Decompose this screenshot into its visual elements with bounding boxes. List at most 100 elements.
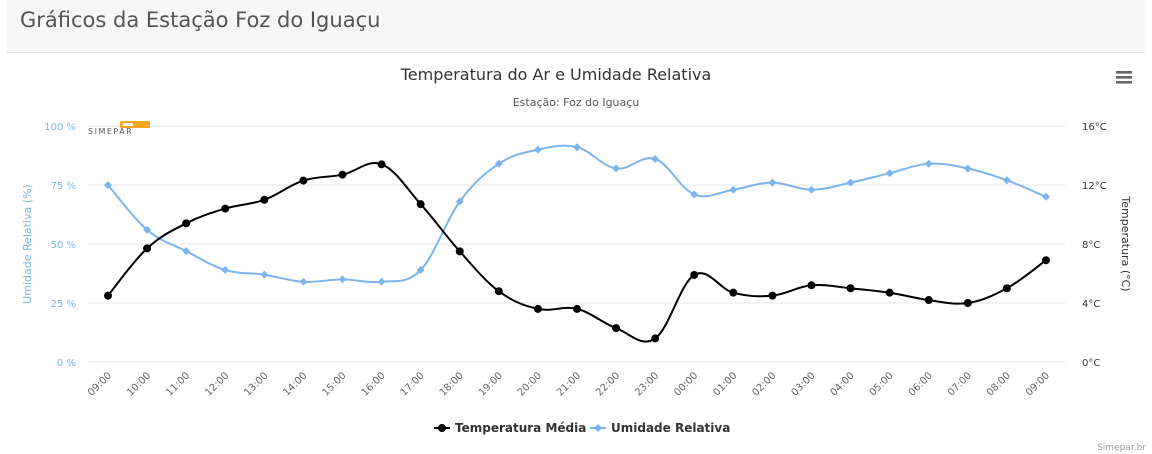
data-point[interactable] xyxy=(143,244,152,253)
page-header: Gráficos da Estação Foz do Iguaçu xyxy=(6,0,1145,53)
series-layer xyxy=(104,143,1050,343)
chart-svg: Temperatura do Ar e Umidade Relativa Est… xyxy=(21,65,1146,453)
chart-menu-button[interactable] xyxy=(1112,66,1136,88)
data-point[interactable] xyxy=(612,324,621,333)
x-tick-label: 07:00 xyxy=(946,370,974,398)
data-point[interactable] xyxy=(338,275,347,284)
data-point[interactable] xyxy=(885,169,894,178)
grid-layer xyxy=(88,125,1065,363)
chart-legend: Temperatura Média Umidade Relativa xyxy=(434,421,730,435)
x-tick-label: 09:00 xyxy=(1024,370,1052,398)
data-point[interactable] xyxy=(1002,176,1011,185)
data-point[interactable] xyxy=(104,181,112,189)
data-point[interactable] xyxy=(768,291,777,300)
x-tick-label: 18:00 xyxy=(438,370,466,398)
data-point[interactable] xyxy=(533,145,542,154)
data-point[interactable] xyxy=(143,225,152,234)
x-tick-label: 21:00 xyxy=(555,370,583,398)
data-point[interactable] xyxy=(1042,256,1050,265)
data-point[interactable] xyxy=(260,270,269,279)
data-point[interactable] xyxy=(573,304,581,313)
data-point[interactable] xyxy=(651,334,660,343)
series-line[interactable] xyxy=(107,144,1047,284)
data-point[interactable] xyxy=(377,160,386,169)
x-tick-label: 05:00 xyxy=(868,370,896,398)
data-point[interactable] xyxy=(299,277,308,286)
data-point[interactable] xyxy=(455,197,464,206)
x-tick-label: 15:00 xyxy=(320,370,348,398)
x-tick-label: 04:00 xyxy=(829,370,857,398)
logo-text: SIMEPAR xyxy=(88,127,133,136)
data-point[interactable] xyxy=(963,299,972,307)
x-tick-label: 14:00 xyxy=(281,370,309,398)
simepar-logo: SIMEPAR xyxy=(88,121,150,136)
x-tick-label: 02:00 xyxy=(750,370,778,398)
data-point[interactable] xyxy=(182,219,191,228)
data-point[interactable] xyxy=(1042,192,1050,201)
data-point[interactable] xyxy=(924,159,933,168)
data-point[interactable] xyxy=(494,287,503,296)
x-tick-label: 08:00 xyxy=(985,370,1013,398)
data-point[interactable] xyxy=(768,178,777,187)
data-point[interactable] xyxy=(182,247,191,256)
data-point[interactable] xyxy=(533,304,542,313)
chart-title: Temperatura do Ar e Umidade Relativa xyxy=(400,65,712,84)
data-point[interactable] xyxy=(299,176,308,185)
legend-label: Umidade Relativa xyxy=(611,421,730,435)
data-point[interactable] xyxy=(377,277,386,286)
chart-subtitle: Estação: Foz do Iguaçu xyxy=(513,96,640,109)
x-tick-label: 16:00 xyxy=(360,370,388,398)
y-right-tick-label: 16°C xyxy=(1082,122,1107,133)
data-point[interactable] xyxy=(651,155,660,164)
chart-credits[interactable]: Simepar.br xyxy=(1097,443,1146,453)
series-line[interactable] xyxy=(107,162,1047,343)
y-left-tick-label: 0 % xyxy=(57,358,76,369)
data-point[interactable] xyxy=(690,190,699,199)
data-point[interactable] xyxy=(846,284,855,293)
data-point[interactable] xyxy=(494,159,503,168)
data-point[interactable] xyxy=(104,291,112,300)
data-point[interactable] xyxy=(885,288,894,297)
y-axis-left-label: Umidade Relativa (%) xyxy=(21,184,34,304)
legend-item-umidade-relativa[interactable]: Umidade Relativa xyxy=(590,421,730,435)
x-tick-label: 06:00 xyxy=(907,370,935,398)
data-point[interactable] xyxy=(416,265,425,274)
x-tick-label: 09:00 xyxy=(86,370,114,398)
data-point[interactable] xyxy=(221,265,230,274)
data-point[interactable] xyxy=(729,288,738,297)
legend-label: Temperatura Média xyxy=(455,421,586,435)
data-point[interactable] xyxy=(846,178,855,187)
x-tick-label: 17:00 xyxy=(399,370,427,398)
data-point[interactable] xyxy=(612,164,621,173)
x-tick-label: 00:00 xyxy=(672,370,700,398)
data-point[interactable] xyxy=(416,200,425,209)
series-umidade-relativa[interactable] xyxy=(104,143,1050,286)
page-title: Gráficos da Estação Foz do Iguaçu xyxy=(20,8,381,32)
chart-container: Temperatura do Ar e Umidade Relativa Est… xyxy=(0,54,1152,454)
x-tick-label: 03:00 xyxy=(789,370,817,398)
data-point[interactable] xyxy=(807,281,816,290)
data-point[interactable] xyxy=(338,170,347,179)
legend-item-temperatura-media[interactable]: Temperatura Média xyxy=(434,421,586,435)
x-tick-label: 19:00 xyxy=(477,370,505,398)
y-left-tick-label: 100 % xyxy=(44,122,76,133)
data-point[interactable] xyxy=(260,195,269,204)
data-point[interactable] xyxy=(690,270,699,279)
data-point[interactable] xyxy=(455,247,464,256)
x-axis-ticks: 09:00 10:00 11:00 12:00 13:00 14:00 15:00 16:00… xyxy=(86,370,1052,398)
legend-symbol-marker xyxy=(594,424,602,432)
x-tick-label: 12:00 xyxy=(203,370,231,398)
y-axis-right-ticks: 0°C 4°C 8°C 12°C 16°C xyxy=(1082,122,1107,369)
data-point[interactable] xyxy=(729,185,738,194)
x-tick-label: 22:00 xyxy=(594,370,622,398)
data-point[interactable] xyxy=(221,204,230,213)
x-tick-label: 11:00 xyxy=(164,370,192,398)
data-point[interactable] xyxy=(807,185,816,194)
data-point[interactable] xyxy=(1002,284,1011,293)
x-tick-label: 13:00 xyxy=(242,370,270,398)
data-point[interactable] xyxy=(573,143,581,152)
series-temperatura-media[interactable] xyxy=(104,160,1050,343)
data-point[interactable] xyxy=(924,296,933,305)
y-left-tick-label: 25 % xyxy=(51,299,76,310)
data-point[interactable] xyxy=(963,164,972,173)
